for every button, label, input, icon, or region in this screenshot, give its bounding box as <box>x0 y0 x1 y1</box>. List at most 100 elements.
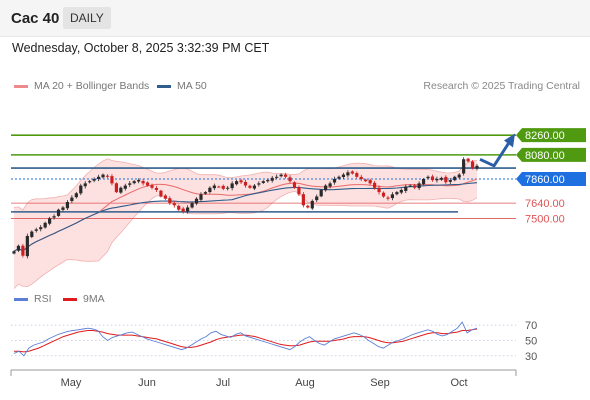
candle-body <box>341 174 346 178</box>
legend-label: MA 50 <box>177 80 207 92</box>
candle-body <box>52 216 56 218</box>
candle-body <box>417 183 421 189</box>
candle-body <box>444 176 448 183</box>
candle-body <box>96 176 101 179</box>
candle-body <box>34 229 38 231</box>
candle-body <box>70 197 74 202</box>
candle-body <box>266 180 270 182</box>
candle-body <box>230 183 234 189</box>
candle-body <box>457 174 461 178</box>
candle-body <box>404 186 408 191</box>
candle-body <box>83 183 87 187</box>
candle-body <box>168 198 172 204</box>
candle-body <box>16 245 21 251</box>
candle-body <box>110 176 114 184</box>
candle-body <box>301 194 305 206</box>
candle-body <box>88 181 92 183</box>
bollinger-lower <box>13 191 478 289</box>
x-tick-label: Oct <box>450 377 467 389</box>
support-label: 7500.00 <box>525 213 565 225</box>
candle-body <box>310 200 314 209</box>
candle-body <box>257 183 261 185</box>
candle-body <box>386 197 390 199</box>
candle-body <box>172 203 176 206</box>
candle-body <box>194 198 199 204</box>
candle-body <box>288 177 292 182</box>
candle-body <box>30 231 34 237</box>
period-button[interactable]: DAILY <box>63 7 111 29</box>
legend-ma50: MA 50 <box>157 80 207 92</box>
candle-body <box>212 185 216 189</box>
candle-body <box>275 176 279 178</box>
candle-body <box>332 178 337 183</box>
candle-body <box>439 177 443 180</box>
candle-body <box>128 183 132 185</box>
support-label: 7640.00 <box>525 198 565 210</box>
candle-body <box>221 185 225 189</box>
projection-arrow <box>479 138 513 168</box>
candles-layer <box>12 133 515 259</box>
candle-body <box>328 183 332 187</box>
projection-arrow-head <box>504 133 515 148</box>
candle-body <box>56 209 61 216</box>
candle-body <box>426 176 430 179</box>
candle-body <box>350 171 354 174</box>
x-tick-label: Jul <box>216 377 230 389</box>
candle-body <box>145 182 150 186</box>
legend-label: RSI <box>34 293 52 305</box>
candle-body <box>399 189 403 193</box>
level-labels-layer: 8260.00 8080.00 7860.00 7640.00 7500.00 <box>516 128 586 225</box>
candle-body <box>226 187 230 189</box>
ma50-swatch <box>157 84 171 88</box>
candle-body <box>448 180 452 182</box>
candle-body <box>48 218 52 224</box>
candle-body <box>270 177 274 181</box>
resistance-label: 8260.00 <box>525 130 565 142</box>
candle-body <box>114 183 118 193</box>
candle-body <box>101 174 105 178</box>
x-tick-label: Aug <box>295 377 315 389</box>
candle-body <box>421 178 426 185</box>
candle-body <box>337 176 341 179</box>
candle-body <box>190 203 194 208</box>
legend-rsi: RSI <box>14 293 52 305</box>
candle-body <box>137 180 141 182</box>
candle-body <box>132 181 136 184</box>
candle-body <box>21 245 25 256</box>
legend-label: 9MA <box>83 293 105 305</box>
candle-body <box>199 194 203 200</box>
candle-body <box>306 205 310 208</box>
candle-body <box>141 180 145 184</box>
candle-body <box>408 185 412 187</box>
resistance-label: 8080.00 <box>525 150 565 162</box>
candle-body <box>292 182 297 188</box>
rsi-tick-label: 30 <box>525 351 537 363</box>
copyright: Research © 2025 Trading Central <box>423 80 580 92</box>
bollinger-band-fill <box>14 158 477 289</box>
candle-body <box>435 178 439 181</box>
candle-body <box>150 185 154 188</box>
candle-body <box>377 187 381 193</box>
x-axis: May Jun Jul Aug Sep Oct <box>10 369 517 389</box>
candle-body <box>470 161 475 169</box>
candle-body <box>239 180 243 183</box>
legend-label: MA 20 + Bollinger Bands <box>34 80 150 92</box>
chart-header: Cac 40 DAILY <box>0 0 590 37</box>
x-tick-label: May <box>61 377 82 389</box>
candle-body <box>279 174 283 177</box>
legend-rsi-ma: 9MA <box>63 293 105 305</box>
candle-body <box>217 186 221 188</box>
candle-body <box>181 208 185 212</box>
candle-body <box>39 227 43 230</box>
rsi-tick-label: 70 <box>525 320 537 332</box>
candle-body <box>462 159 466 174</box>
pivot-label: 7860.00 <box>525 174 565 186</box>
candle-body <box>248 185 252 188</box>
candle-body <box>163 195 167 199</box>
x-tick-label: Jun <box>138 377 156 389</box>
candle-body <box>43 222 47 228</box>
candle-body <box>355 173 359 177</box>
rsi-panel: 70 50 30 <box>11 320 537 363</box>
candle-body <box>105 175 110 177</box>
